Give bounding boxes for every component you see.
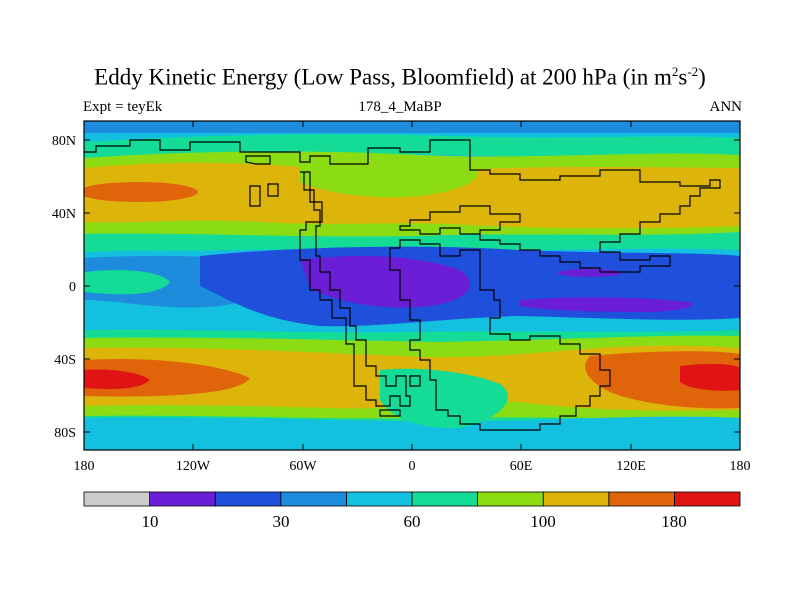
colorbar-label: 60 [404,512,421,531]
lat-tick-label: 0 [69,280,76,295]
lon-tick-label: 180 [730,459,751,474]
colorbar-label: 10 [142,512,159,531]
storm-track-south-indian-red [680,363,740,391]
lat-tick-label: 40S [54,353,76,368]
green-patch-eurasia [300,158,478,198]
colorbar-swatch [411,491,478,507]
storm-track-north-atlantic [84,182,198,202]
lat-tick-label: 80N [52,134,76,149]
lon-tick-label: 60W [289,459,317,474]
lon-tick-label: 0 [409,459,416,474]
colorbar-swatch [280,491,347,507]
colorbar-swatch [149,491,216,507]
band-cyan-polar-south [84,416,740,450]
lon-tick-label: 60E [510,459,533,474]
case-label: 178_4_MaBP [358,99,442,115]
tropical-min-indian-north [558,269,622,277]
contour-field [84,121,740,450]
colorbar-swatch [345,491,413,507]
tropical-min-atlantic [300,255,470,308]
season-label: ANN [709,99,743,115]
colorbar: 10 30 60 100 180 [83,491,741,531]
colorbar-swatch [542,491,610,507]
colorbar-swatch [214,491,282,507]
colorbar-swatch [608,491,675,507]
tropical-teal-east-pacific [84,270,170,295]
band-teal-midlat [84,232,740,253]
teal-patch-south-atlantic [380,368,508,429]
tropical-min-indian-south [520,297,693,312]
continent-outlines [84,139,721,431]
colorbar-swatch [477,491,544,507]
lat-tick-label: 80S [54,426,76,441]
lon-axis: 180 120W 60W 0 60E 120E 180 [74,121,751,474]
experiment-label: Expt = teyEk [83,99,163,115]
lon-tick-label: 180 [74,459,95,474]
lon-tick-label: 120W [176,459,211,474]
lon-tick-label: 120E [616,459,646,474]
colorbar-label: 100 [530,512,556,531]
colorbar-label: 30 [273,512,290,531]
lat-axis: 80N 40N 0 40S 80S [52,134,740,441]
colorbar-swatch [83,491,150,507]
tropical-blue-belt [200,246,740,327]
colorbar-label: 180 [661,512,687,531]
storm-track-south-pacific-red [84,369,150,390]
plot-title: Eddy Kinetic Energy (Low Pass, Bloomfiel… [94,64,706,90]
lat-tick-label: 40N [52,207,76,222]
colorbar-swatch [674,491,741,507]
